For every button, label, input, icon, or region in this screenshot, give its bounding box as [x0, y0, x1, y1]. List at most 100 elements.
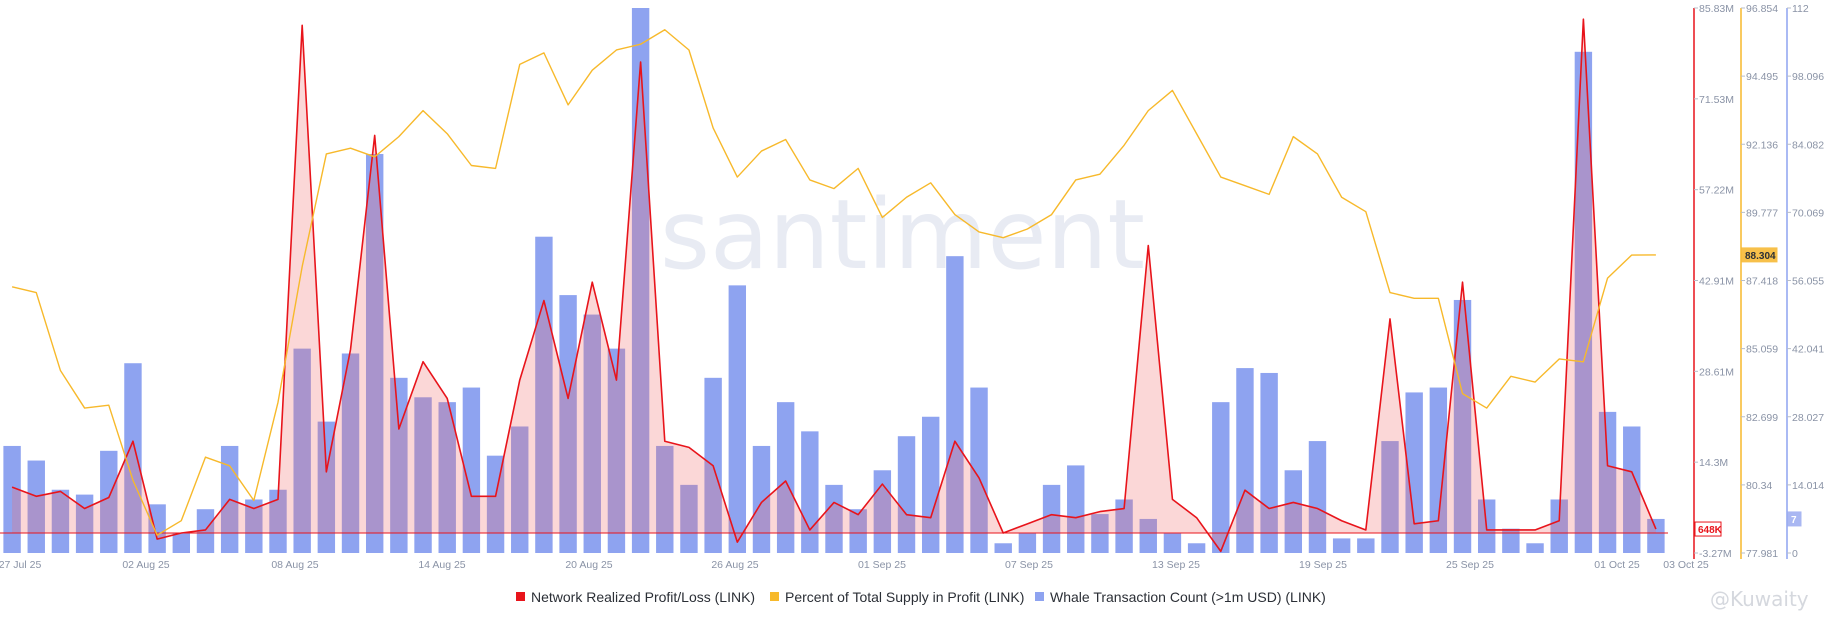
- whale-bar: [100, 450, 118, 553]
- x-tick-label: 20 Aug 25: [565, 559, 612, 571]
- legend-label: Percent of Total Supply in Profit (LINK): [785, 589, 1024, 605]
- x-tick-label: 07 Sep 25: [1005, 559, 1053, 571]
- whale-bar: [196, 509, 215, 553]
- whale-axis-tick-label: 14.014: [1792, 480, 1824, 492]
- whale-bar: [1429, 387, 1448, 553]
- profit-loss-axis-tick-label: 28.61M: [1699, 366, 1734, 378]
- whale-bar: [1308, 441, 1327, 553]
- whale-bar: [1647, 518, 1665, 553]
- whale-bar: [1212, 402, 1230, 553]
- profit-loss-area: [12, 19, 1656, 552]
- whale-bar: [1187, 543, 1206, 553]
- whale-bar: [801, 431, 819, 553]
- whale-bar: [172, 533, 191, 553]
- whale-bar: [1018, 533, 1037, 553]
- supply-profit-layer: [11, 29, 1656, 536]
- whale-bar: [897, 436, 916, 553]
- whale-bar: [583, 314, 601, 553]
- whale-bar: [1502, 528, 1520, 553]
- whale-bar: [1115, 499, 1133, 553]
- profit-loss-axis-tick-label: -3.27M: [1699, 548, 1732, 560]
- profit-loss-axis-tick-label: 42.91M: [1699, 276, 1734, 288]
- whale-bar: [631, 8, 650, 553]
- whale-bar: [994, 543, 1012, 553]
- legend-label: Whale Transaction Count (>1m USD) (LINK): [1050, 589, 1326, 605]
- whale-bar: [269, 489, 287, 553]
- whale-axis-tick-label: 112: [1792, 3, 1809, 15]
- supply-last-badge: [1741, 247, 1778, 263]
- whale-bar: [1453, 299, 1472, 553]
- legend-label: Network Realized Profit/Loss (LINK): [531, 589, 755, 605]
- profit-loss-axis-tick-label: 57.22M: [1699, 185, 1734, 197]
- whale-bar: [873, 470, 892, 553]
- whale-axis-tick-label: 70.069: [1792, 207, 1824, 219]
- whale-bar: [462, 387, 481, 553]
- whale-axis-tick-label: 0: [1792, 548, 1798, 560]
- whale-bar: [656, 445, 674, 553]
- whale-bar: [148, 504, 166, 553]
- whale-bar: [1163, 533, 1182, 553]
- whale-bar: [438, 402, 456, 553]
- supply-axis-tick-label: 92.136: [1746, 139, 1778, 151]
- whale-bar: [27, 460, 45, 553]
- whale-bar: [1042, 484, 1061, 553]
- profit-loss-last-badge-label: 648K: [1698, 525, 1723, 536]
- legend-swatch: [516, 592, 525, 601]
- whale-axis-tick-label: 98.096: [1792, 71, 1824, 83]
- whale-bar: [486, 455, 505, 553]
- profit-loss-last-badge: [1694, 521, 1722, 537]
- whale-bar: [680, 484, 698, 553]
- bars-layer: [3, 8, 1665, 553]
- whale-last-badge-label: 7: [1791, 515, 1797, 526]
- profit-loss-axis-tick-label: 71.53M: [1699, 94, 1734, 106]
- whale-bar: [1598, 411, 1617, 553]
- whale-bar: [1139, 518, 1157, 553]
- whale-bar: [849, 509, 867, 553]
- whale-bar: [124, 363, 142, 553]
- x-tick-label: 03 Oct 25: [1663, 559, 1709, 571]
- supply-axis-tick-label: 87.418: [1746, 276, 1778, 288]
- profit-loss-layer: [0, 18, 1668, 553]
- legend-swatch: [770, 592, 779, 601]
- x-tick-label: 25 Sep 25: [1446, 559, 1494, 571]
- x-tick-label: 01 Oct 25: [1594, 559, 1640, 571]
- whale-bar: [1405, 392, 1423, 553]
- whale-bar: [390, 377, 408, 553]
- whale-bar: [75, 494, 94, 553]
- x-tick-label: 01 Sep 25: [858, 559, 906, 571]
- whale-bar: [1357, 538, 1375, 553]
- supply-axis-tick-label: 77.981: [1746, 548, 1778, 560]
- whale-axis-tick-label: 56.055: [1792, 276, 1824, 288]
- whale-bar: [51, 489, 70, 553]
- whale-bar: [1236, 368, 1254, 553]
- whale-bar: [293, 348, 311, 553]
- profit-loss-axis-tick-label: 14.3M: [1699, 457, 1728, 469]
- supply-axis-tick-label: 80.34: [1746, 480, 1772, 492]
- whale-last-badge: [1787, 511, 1802, 527]
- supply-last-badge-label: 88.304: [1745, 251, 1776, 262]
- whale-bar: [414, 397, 432, 553]
- whale-bar: [1067, 465, 1085, 553]
- supply-axis-tick-label: 89.777: [1746, 207, 1778, 219]
- whale-bar: [1284, 470, 1303, 553]
- whale-bar: [1574, 51, 1593, 553]
- whale-bar: [776, 402, 795, 553]
- whale-bar: [752, 445, 771, 553]
- profit-loss-line: [11, 18, 1657, 553]
- whale-bar: [245, 499, 263, 553]
- whale-bar: [946, 256, 964, 553]
- x-tick-label: 02 Aug 25: [122, 559, 169, 571]
- supply-axis-tick-label: 82.699: [1746, 412, 1778, 424]
- x-tick-label: 26 Aug 25: [711, 559, 758, 571]
- x-tick-label: 27 Jul 25: [0, 559, 41, 571]
- whale-axis-tick-label: 42.041: [1792, 344, 1824, 356]
- x-tick-label: 19 Sep 25: [1299, 559, 1347, 571]
- whale-bar: [1332, 538, 1351, 553]
- whale-bar: [1091, 514, 1109, 553]
- whale-bar: [607, 348, 626, 553]
- whale-bar: [3, 445, 21, 553]
- whale-bar: [825, 484, 843, 553]
- watermark: santiment: [660, 179, 1145, 291]
